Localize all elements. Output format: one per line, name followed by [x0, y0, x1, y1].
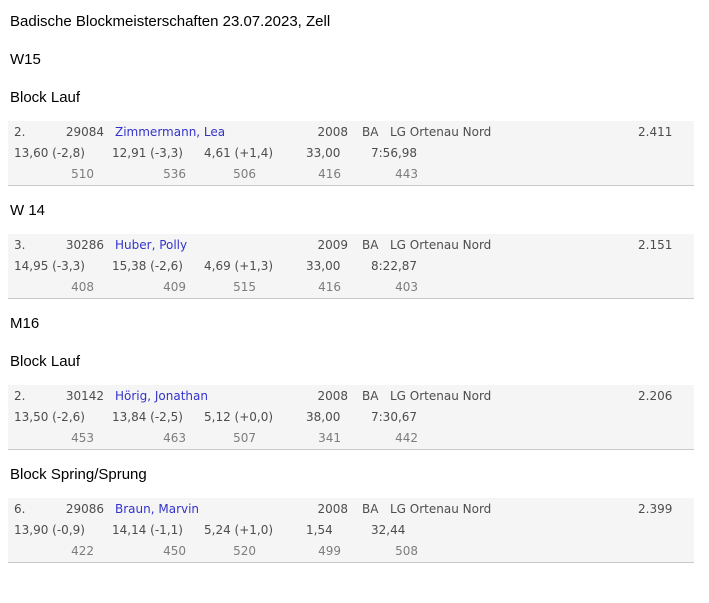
score-value: 408 — [71, 280, 94, 294]
rank: 2. — [14, 125, 26, 139]
score-value: 499 — [318, 544, 341, 558]
score-value: 506 — [233, 167, 256, 181]
athlete-name-link[interactable]: Braun, Marvin — [115, 502, 200, 516]
rank: 3. — [14, 238, 26, 252]
state-code: BA — [362, 502, 379, 516]
performance-value: 7:56,98 — [371, 146, 418, 160]
score-value: 515 — [233, 280, 256, 294]
total-points: 2.206 — [638, 389, 673, 403]
performance-value: 8:22,87 — [371, 259, 418, 273]
bib-number: 29086 — [65, 502, 104, 516]
page-title: Badische Blockmeisterschaften 23.07.2023… — [10, 13, 331, 30]
performance-value: 4,69 (+1,3) — [204, 259, 274, 273]
total-points: 2.399 — [638, 502, 673, 516]
score-value: 443 — [395, 167, 418, 181]
state-code: BA — [362, 389, 379, 403]
state-code: BA — [362, 125, 379, 139]
year-of-birth: 2009 — [317, 238, 348, 252]
athlete-name-link[interactable]: Hörig, Jonathan — [115, 389, 208, 403]
year-of-birth: 2008 — [317, 502, 348, 516]
club-name: LG Ortenau Nord — [390, 389, 492, 403]
score-value: 463 — [163, 431, 186, 445]
event-heading-block-sprung-m16: Block Spring/Sprung — [10, 466, 147, 483]
result-row: 3. 30286 Huber, Polly 2009 BA LG Ortenau… — [8, 234, 694, 299]
result-row: 2. 30142 Hörig, Jonathan 2008 BA LG Orte… — [8, 385, 694, 450]
year-of-birth: 2008 — [317, 125, 348, 139]
performance-value: 13,50 (-2,6) — [14, 410, 85, 424]
performance-value: 5,12 (+0,0) — [204, 410, 274, 424]
section-heading-m16: M16 — [10, 315, 40, 332]
performance-value: 33,00 — [306, 146, 341, 160]
performance-value: 5,24 (+1,0) — [204, 523, 274, 537]
event-heading-block-lauf-w15: Block Lauf — [10, 89, 81, 106]
score-value: 416 — [318, 167, 341, 181]
athlete-name-link[interactable]: Huber, Polly — [115, 238, 188, 252]
score-value: 341 — [318, 431, 341, 445]
score-value: 508 — [395, 544, 418, 558]
event-heading-block-lauf-m16: Block Lauf — [10, 353, 81, 370]
score-value: 536 — [163, 167, 186, 181]
score-value: 453 — [71, 431, 94, 445]
score-value: 409 — [163, 280, 186, 294]
performance-value: 15,38 (-2,6) — [112, 259, 183, 273]
performance-value: 32,44 — [371, 523, 406, 537]
bib-number: 30286 — [65, 238, 104, 252]
score-value: 507 — [233, 431, 256, 445]
performance-value: 1,54 — [306, 523, 333, 537]
performance-value: 12,91 (-3,3) — [112, 146, 183, 160]
club-name: LG Ortenau Nord — [390, 125, 492, 139]
score-value: 510 — [71, 167, 94, 181]
performance-value: 14,95 (-3,3) — [14, 259, 85, 273]
performance-value: 13,60 (-2,8) — [14, 146, 85, 160]
club-name: LG Ortenau Nord — [390, 238, 492, 252]
rank: 6. — [14, 502, 26, 516]
performance-value: 7:30,67 — [371, 410, 418, 424]
bib-number: 30142 — [65, 389, 104, 403]
score-value: 422 — [71, 544, 94, 558]
performance-value: 4,61 (+1,4) — [204, 146, 274, 160]
result-row: 6. 29086 Braun, Marvin 2008 BA LG Ortena… — [8, 498, 694, 563]
year-of-birth: 2008 — [317, 389, 348, 403]
rank: 2. — [14, 389, 26, 403]
score-value: 520 — [233, 544, 256, 558]
total-points: 2.411 — [638, 125, 673, 139]
result-row: 2. 29084 Zimmermann, Lea 2008 BA LG Orte… — [8, 121, 694, 186]
score-value: 450 — [163, 544, 186, 558]
performance-value: 13,84 (-2,5) — [112, 410, 183, 424]
score-value: 416 — [318, 280, 341, 294]
score-value: 403 — [395, 280, 418, 294]
state-code: BA — [362, 238, 379, 252]
score-value: 442 — [395, 431, 418, 445]
athlete-name-link[interactable]: Zimmermann, Lea — [115, 125, 226, 139]
club-name: LG Ortenau Nord — [390, 502, 492, 516]
section-heading-w14: W 14 — [10, 202, 46, 219]
section-heading-w15: W15 — [10, 51, 41, 68]
performance-value: 38,00 — [306, 410, 341, 424]
total-points: 2.151 — [638, 238, 673, 252]
performance-value: 13,90 (-0,9) — [14, 523, 85, 537]
performance-value: 33,00 — [306, 259, 341, 273]
performance-value: 14,14 (-1,1) — [112, 523, 183, 537]
bib-number: 29084 — [65, 125, 104, 139]
